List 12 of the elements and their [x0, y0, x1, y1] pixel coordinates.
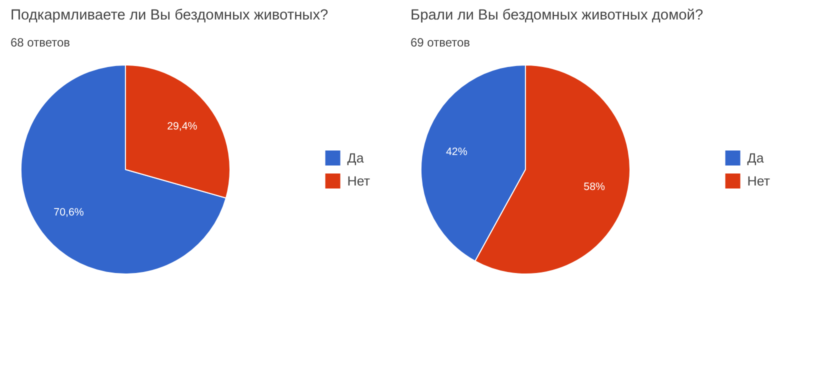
- data-label: 58%: [584, 181, 606, 194]
- data-label: 29,4%: [167, 120, 198, 133]
- chart-subtitle: 69 ответов: [410, 36, 470, 50]
- chart-subtitle: 68 ответов: [10, 36, 70, 50]
- chart-title: Подкармливаете ли Вы бездомных животных?: [10, 8, 328, 24]
- legend-label: Да: [347, 150, 365, 165]
- data-label: 70,6%: [54, 206, 84, 218]
- legend-label: Нет: [747, 173, 770, 188]
- data-label: 42%: [446, 146, 468, 158]
- chart-title: Брали ли Вы бездомных животных домой?: [410, 8, 704, 24]
- legend-label: Нет: [347, 173, 370, 188]
- legend-label: Да: [747, 150, 765, 165]
